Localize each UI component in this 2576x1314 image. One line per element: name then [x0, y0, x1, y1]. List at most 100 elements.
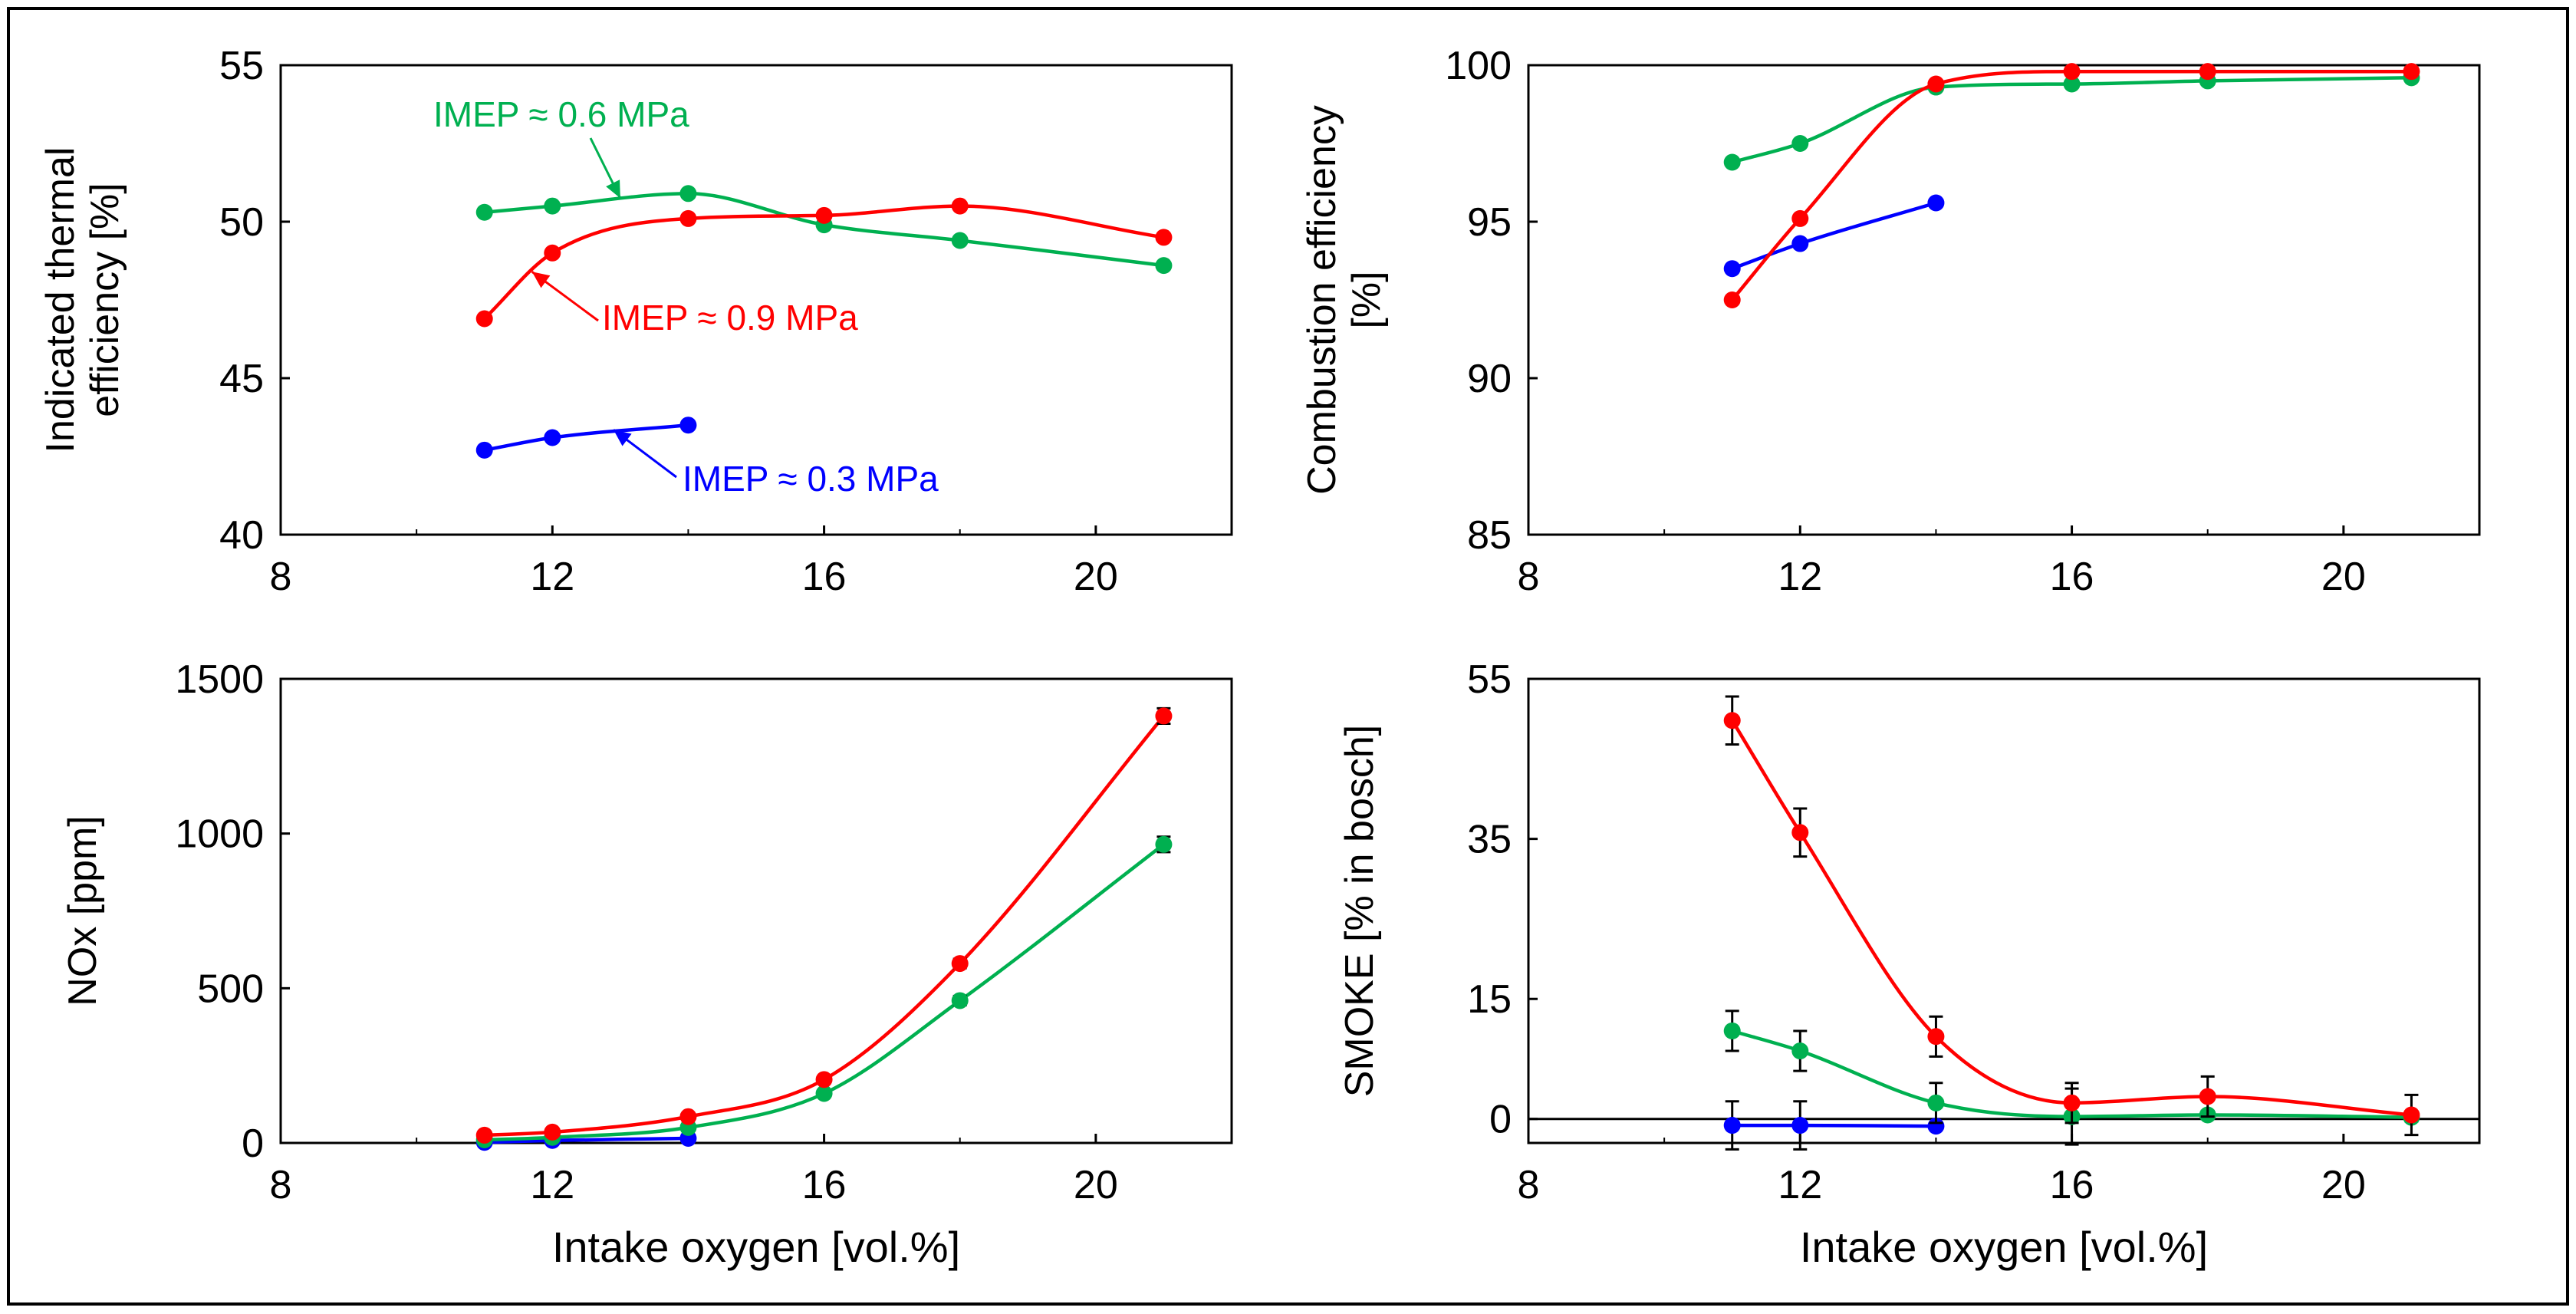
- data-point: [1723, 712, 1741, 729]
- data-point: [1723, 260, 1741, 278]
- data-point: [1927, 1028, 1945, 1046]
- plot-frame: [279, 677, 1233, 1144]
- y-tick-label: 1500: [175, 657, 264, 702]
- y-tick-label: 40: [219, 513, 264, 558]
- series-annotation: IMEP ≈ 0.9 MPa: [602, 298, 858, 338]
- y-tick-label: 50: [219, 200, 264, 245]
- data-point: [475, 1126, 493, 1144]
- data-point: [2063, 75, 2081, 93]
- panel-indicated-thermal-efficiency: 8 12 16 20 40 45 50 55 Indicated thermal efficien…: [38, 44, 1233, 599]
- series-line: [484, 423, 689, 453]
- series-annotation: IMEP ≈ 0.3 MPa: [683, 459, 939, 499]
- data-point: [544, 429, 561, 446]
- series-imep-0.9: [475, 706, 1173, 1144]
- series-annotation: IMEP ≈ 0.6 MPa: [433, 94, 689, 134]
- data-point: [1155, 257, 1173, 275]
- data-point: [544, 197, 561, 215]
- data-point: [475, 310, 493, 328]
- x-tick-label: 16: [2050, 555, 2094, 599]
- data-point: [1791, 1042, 1809, 1060]
- data-point: [951, 955, 969, 973]
- data-point: [1791, 135, 1809, 152]
- panel-combustion-efficiency: 8 12 16 20 85 90 95 100 Combustion efficiency [%]: [1300, 44, 2481, 599]
- data-point: [679, 417, 697, 434]
- plot-frame: [279, 64, 1233, 536]
- y-tick-label: 100: [1445, 44, 1512, 88]
- data-point: [951, 197, 969, 215]
- data-point: [544, 1123, 561, 1141]
- data-point: [815, 1071, 833, 1088]
- data-point: [1791, 824, 1809, 841]
- annotation-arrow-head: [531, 272, 551, 288]
- data-point: [815, 206, 833, 224]
- y-axis-label: Indicated thermal: [38, 147, 83, 453]
- data-point: [1723, 1117, 1741, 1135]
- panel-nox: 8 12 16 20 0 500 1000 1500 NOx [ppm] Intake oxyge…: [61, 657, 1233, 1271]
- data-point: [1723, 1022, 1741, 1039]
- y-tick-label: 0: [1489, 1098, 1512, 1142]
- y-tick-label: 0: [242, 1121, 264, 1166]
- y-tick-label: 1000: [175, 812, 264, 857]
- annotation-arrow-head: [614, 430, 632, 446]
- x-tick-label: 16: [802, 1163, 847, 1207]
- data-point: [475, 203, 493, 221]
- data-point: [475, 441, 493, 459]
- data-point: [1791, 1117, 1809, 1135]
- y-tick-label: 90: [1467, 357, 1512, 401]
- series-imep-0.3: [1723, 194, 1945, 278]
- plot-frame: [1527, 64, 2481, 536]
- x-tick-label: 12: [530, 555, 574, 599]
- series-imep-0.3: [475, 417, 697, 459]
- x-tick-label: 8: [270, 1163, 292, 1207]
- data-point: [544, 244, 561, 262]
- data-point: [1791, 209, 1809, 227]
- annotation-arrow-head: [606, 179, 620, 199]
- x-tick-label: 20: [1074, 555, 1118, 599]
- data-point: [1155, 835, 1173, 853]
- x-tick-label: 8: [1518, 1163, 1540, 1207]
- x-tick-label: 12: [1778, 555, 1822, 599]
- x-tick-label: 16: [802, 555, 847, 599]
- data-point: [679, 209, 697, 227]
- x-tick-label: 16: [2050, 1163, 2094, 1207]
- data-point: [1927, 1094, 1945, 1111]
- x-axis-label: Intake oxygen [vol.%]: [1800, 1223, 2208, 1271]
- x-tick-label: 8: [1518, 555, 1540, 599]
- y-axis-label: SMOKE [% in bosch]: [1337, 725, 1382, 1098]
- data-point: [2063, 63, 2081, 81]
- y-axis-label: [%]: [1344, 271, 1389, 328]
- y-axis-label: efficiency [%]: [83, 183, 127, 417]
- y-tick-label: 45: [219, 357, 264, 401]
- plot-frame: [1527, 677, 2481, 1144]
- y-axis-label: NOx [ppm]: [61, 815, 105, 1006]
- series-imep-0.9: [475, 197, 1173, 328]
- y-tick-label: 55: [219, 44, 264, 88]
- data-point: [1927, 75, 1945, 93]
- data-point: [1155, 229, 1173, 246]
- y-tick-label: 95: [1467, 200, 1512, 245]
- data-point: [679, 1108, 697, 1125]
- series-imep-0.9: [1723, 63, 2420, 308]
- data-point: [2063, 1094, 2081, 1111]
- x-tick-label: 20: [2321, 1163, 2366, 1207]
- y-tick-label: 85: [1467, 513, 1512, 558]
- x-axis-label: Intake oxygen [vol.%]: [552, 1223, 960, 1271]
- data-point: [2403, 1106, 2420, 1124]
- series-line: [1731, 201, 1937, 271]
- y-tick-label: 35: [1467, 818, 1512, 862]
- data-point: [1723, 153, 1741, 171]
- series-line: [484, 1136, 689, 1144]
- figure-border: [7, 7, 2569, 1306]
- panel-smoke: 8 12 16 20 0 15 35 55 SMOKE [% in bosch] Intake o…: [1337, 657, 2481, 1271]
- data-point: [815, 1085, 833, 1102]
- data-point: [1155, 707, 1173, 725]
- data-point: [2199, 1088, 2216, 1105]
- x-tick-label: 12: [530, 1163, 574, 1207]
- y-axis-label: Combustion efficiency: [1300, 105, 1344, 495]
- x-tick-label: 20: [2321, 555, 2366, 599]
- y-tick-label: 15: [1467, 977, 1512, 1022]
- series-imep-0.9: [1723, 695, 2420, 1137]
- x-tick-label: 12: [1778, 1163, 1822, 1207]
- data-point: [1791, 235, 1809, 252]
